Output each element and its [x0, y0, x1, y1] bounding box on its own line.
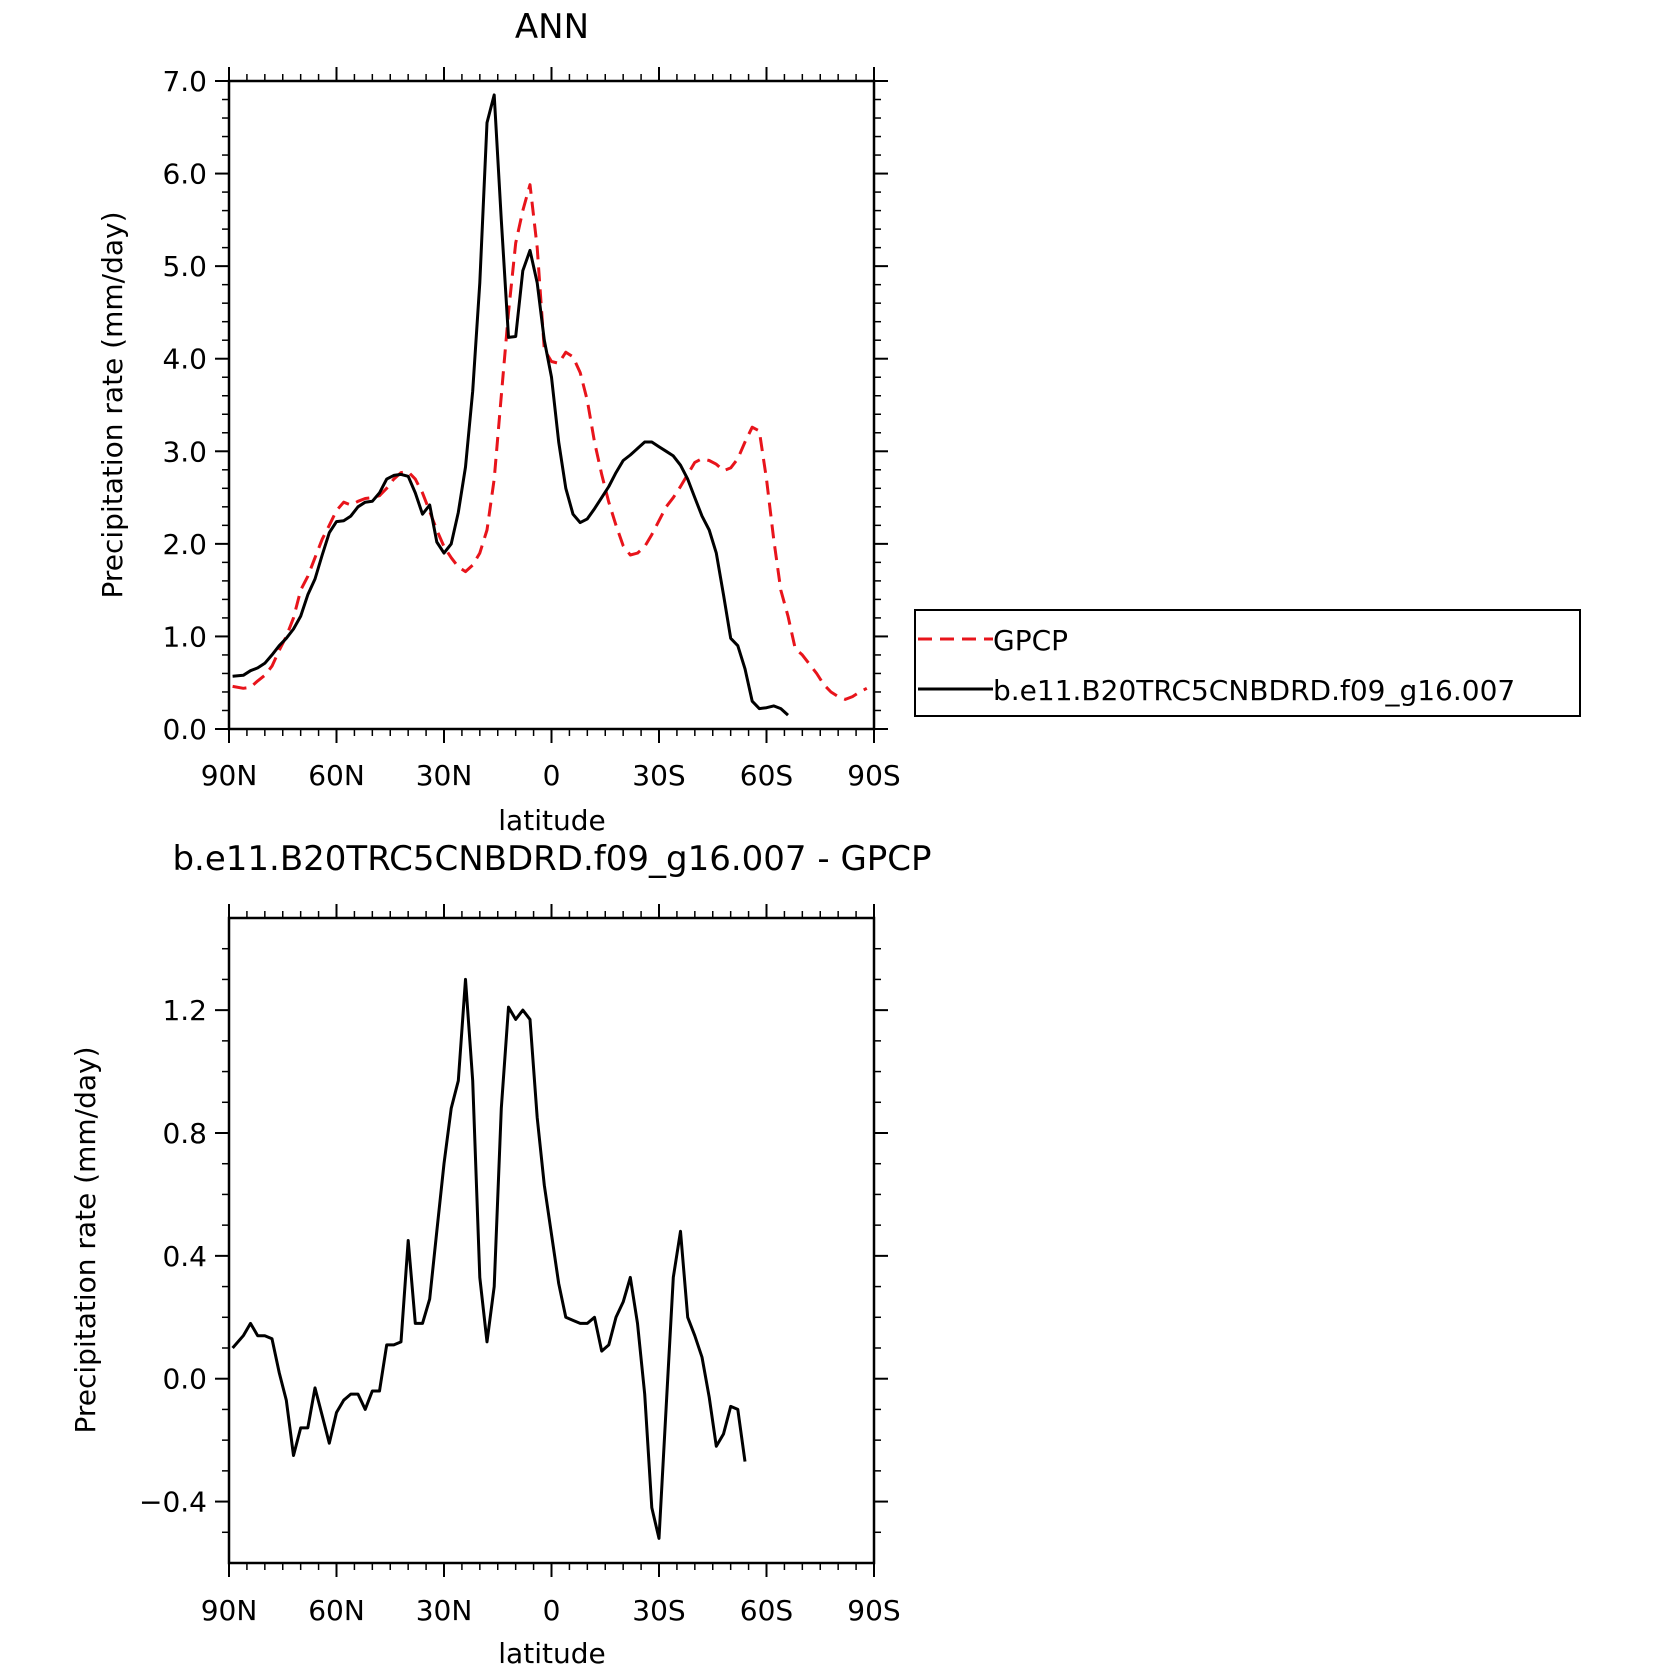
- legend: GPCP b.e11.B20TRC5CNBDRD.f09_g16.007: [914, 609, 1581, 717]
- top-y-tick-label: 6.0: [162, 158, 207, 191]
- top-y-tick-label: 0.0: [162, 713, 207, 746]
- top-chart-title: ANN: [515, 7, 589, 47]
- top-y-tick-label: 2.0: [162, 528, 207, 561]
- bottom-x-tick-label: 30N: [416, 1594, 473, 1627]
- top-y-tick-label: 1.0: [162, 620, 207, 653]
- bottom-x-tick-label: 60S: [740, 1594, 793, 1627]
- top-chart-panel: ANN 90N 60N 30N 0 30S 60S 90S 0.0 1.0 2.0 3.0 4.0 5…: [96, 7, 901, 837]
- bottom-x-tick-labels: 90N 60N 30N 0 30S 60S 90S: [201, 1594, 901, 1627]
- top-x-tick-label: 30N: [416, 759, 473, 792]
- top-x-tick-label: 90N: [201, 759, 258, 792]
- top-x-tick-label: 0: [543, 759, 561, 792]
- bottom-chart-series: [231, 977, 747, 1540]
- bottom-series-line-0: [231, 977, 747, 1540]
- legend-box: [914, 609, 1581, 717]
- bottom-y-axis-title: Precipitation rate (mm/day): [69, 1046, 102, 1433]
- top-y-tick-label: 3.0: [162, 435, 207, 468]
- legend-label-model: b.e11.B20TRC5CNBDRD.f09_g16.007: [993, 674, 1515, 707]
- top-y-tick-label: 7.0: [162, 65, 207, 98]
- top-series-line-0: [232, 183, 868, 701]
- bottom-y-tick-label: 0.8: [162, 1117, 207, 1150]
- bottom-chart-frame: [227, 916, 876, 1565]
- bottom-y-tick-labels: −0.4 0.0 0.4 0.8 1.2: [139, 994, 207, 1518]
- bottom-x-axis-title: latitude: [498, 1637, 605, 1669]
- legend-label-gpcp: GPCP: [993, 624, 1068, 657]
- top-series-line-1: [232, 93, 790, 717]
- top-chart-series: [232, 93, 868, 717]
- top-y-tick-label: 4.0: [162, 343, 207, 376]
- bottom-x-tick-label: 0: [543, 1594, 561, 1627]
- top-y-tick-label: 5.0: [162, 250, 207, 283]
- top-x-tick-label: 90S: [847, 759, 900, 792]
- bottom-chart-panel: b.e11.B20TRC5CNBDRD.f09_g16.007 - GPCP 9…: [69, 839, 932, 1669]
- bottom-x-tick-label: 60N: [308, 1594, 365, 1627]
- bottom-x-tick-label: 90S: [847, 1594, 900, 1627]
- top-x-tick-label: 30S: [632, 759, 685, 792]
- top-y-tick-labels: 0.0 1.0 2.0 3.0 4.0 5.0 6.0 7.0: [162, 65, 207, 746]
- top-chart-frame: [227, 79, 876, 731]
- bottom-x-tick-label: 30S: [632, 1594, 685, 1627]
- top-x-tick-labels: 90N 60N 30N 0 30S 60S 90S: [201, 759, 901, 792]
- bottom-y-tick-label: −0.4: [139, 1486, 207, 1519]
- bottom-y-tick-label: 0.0: [162, 1363, 207, 1396]
- bottom-y-tick-label: 1.2: [162, 994, 207, 1027]
- bottom-chart-title: b.e11.B20TRC5CNBDRD.f09_g16.007 - GPCP: [172, 839, 931, 879]
- bottom-y-tick-label: 0.4: [162, 1240, 207, 1273]
- top-x-axis-title: latitude: [498, 804, 605, 837]
- top-x-tick-label: 60S: [740, 759, 793, 792]
- top-y-axis-title: Precipitation rate (mm/day): [96, 211, 129, 598]
- bottom-x-tick-label: 90N: [201, 1594, 258, 1627]
- top-x-tick-label: 60N: [308, 759, 365, 792]
